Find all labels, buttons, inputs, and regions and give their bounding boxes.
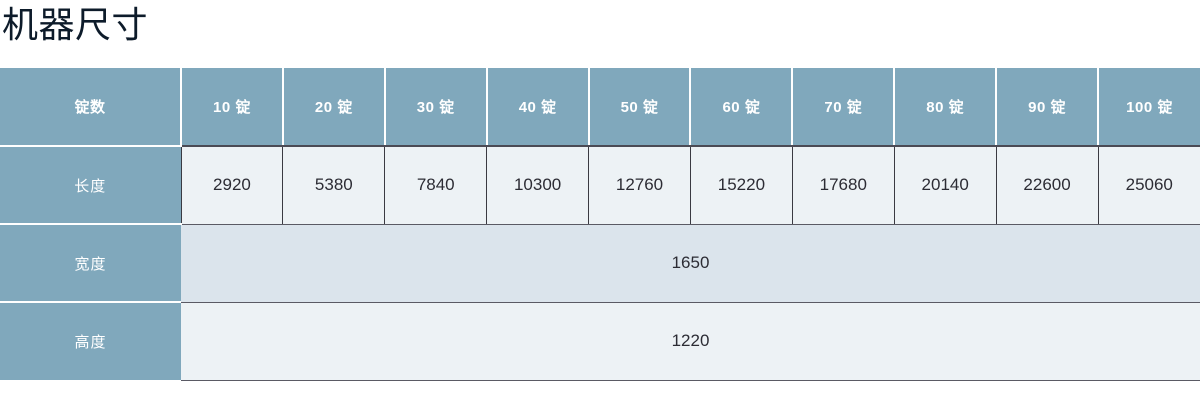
table-cell-length-60: 15220 (689, 146, 793, 225)
table-row-length: 长度 2920 5380 7840 10300 12760 15220 1768… (0, 146, 1200, 225)
column-header-30: 30 锭 (383, 68, 487, 147)
column-header-10: 10 锭 (180, 68, 283, 147)
row-label-width: 宽度 (0, 224, 181, 303)
table-row-width: 宽度 1650 (0, 224, 1200, 303)
column-header-20: 20 锭 (281, 68, 385, 147)
table-cell-height-value: 1220 (181, 302, 1200, 381)
table-row-height: 高度 1220 (0, 302, 1200, 381)
column-header-70: 70 锭 (791, 68, 895, 147)
table-cell-length-80: 20140 (893, 146, 997, 225)
row-label-height: 高度 (0, 302, 181, 380)
table-cell-length-90: 22600 (995, 146, 1099, 225)
table-cell-length-100: 25060 (1097, 146, 1200, 225)
column-header-40: 40 锭 (485, 68, 589, 147)
table-header-row: 锭数 10 锭 20 锭 30 锭 40 锭 50 锭 60 锭 70 锭 80… (0, 68, 1200, 147)
table-cell-length-10: 2920 (180, 146, 283, 225)
table-cell-length-40: 10300 (486, 146, 589, 225)
table-cell-length-30: 7840 (384, 146, 487, 225)
column-header-90: 90 锭 (995, 68, 1099, 147)
table-cell-length-50: 12760 (588, 146, 691, 225)
column-header-100: 100 锭 (1097, 68, 1200, 147)
table-cell-length-20: 5380 (282, 146, 385, 225)
row-label-length: 长度 (0, 146, 181, 225)
machine-dimensions-table: 锭数 10 锭 20 锭 30 锭 40 锭 50 锭 60 锭 70 锭 80… (0, 68, 1200, 381)
column-header-80: 80 锭 (893, 68, 997, 147)
table-cell-width-value: 1650 (181, 224, 1200, 303)
column-header-spindles: 锭数 (0, 68, 181, 147)
column-header-60: 60 锭 (689, 68, 793, 147)
table-cell-length-70: 17680 (791, 146, 895, 225)
page-title: 机器尺寸 (2, 4, 149, 45)
column-header-50: 50 锭 (587, 68, 691, 147)
